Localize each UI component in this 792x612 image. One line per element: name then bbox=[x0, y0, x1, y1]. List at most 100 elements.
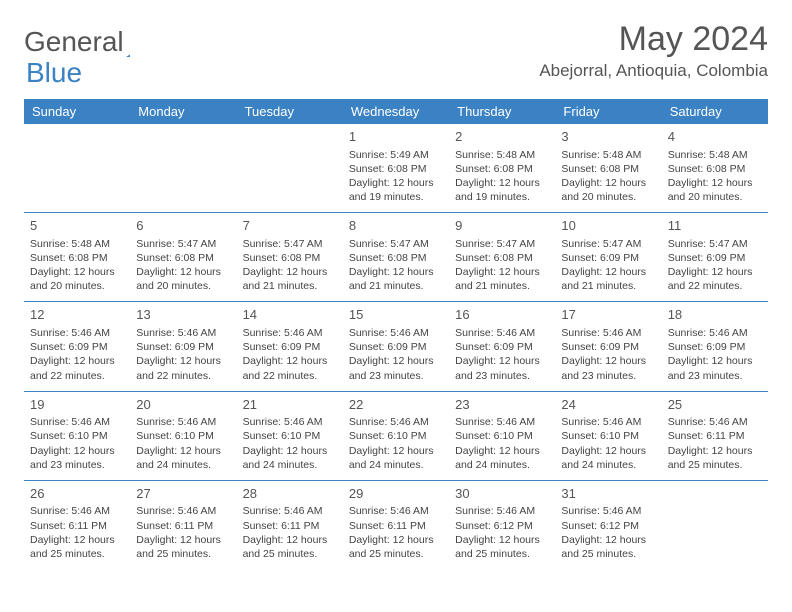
day-info: Sunrise: 5:46 AMSunset: 6:09 PMDaylight:… bbox=[243, 326, 337, 383]
day-info: Sunrise: 5:47 AMSunset: 6:09 PMDaylight:… bbox=[668, 237, 762, 294]
day-cell: 26Sunrise: 5:46 AMSunset: 6:11 PMDayligh… bbox=[24, 481, 130, 569]
day-header-thursday: Thursday bbox=[449, 99, 555, 124]
sunrise-line: Sunrise: 5:46 AM bbox=[136, 504, 230, 518]
day-header-wednesday: Wednesday bbox=[343, 99, 449, 124]
month-title: May 2024 bbox=[539, 20, 768, 59]
sunset-line: Sunset: 6:12 PM bbox=[561, 519, 655, 533]
day-info: Sunrise: 5:46 AMSunset: 6:10 PMDaylight:… bbox=[349, 415, 443, 472]
week-row: 12Sunrise: 5:46 AMSunset: 6:09 PMDayligh… bbox=[24, 301, 768, 390]
day-info: Sunrise: 5:46 AMSunset: 6:11 PMDaylight:… bbox=[136, 504, 230, 561]
calendar: SundayMondayTuesdayWednesdayThursdayFrid… bbox=[24, 99, 768, 569]
day-cell: 12Sunrise: 5:46 AMSunset: 6:09 PMDayligh… bbox=[24, 302, 130, 390]
day-header-tuesday: Tuesday bbox=[237, 99, 343, 124]
daylight-line: Daylight: 12 hours and 23 minutes. bbox=[561, 354, 655, 382]
daylight-line: Daylight: 12 hours and 24 minutes. bbox=[561, 444, 655, 472]
sunset-line: Sunset: 6:10 PM bbox=[561, 429, 655, 443]
daylight-line: Daylight: 12 hours and 23 minutes. bbox=[30, 444, 124, 472]
day-info: Sunrise: 5:48 AMSunset: 6:08 PMDaylight:… bbox=[561, 148, 655, 205]
day-number: 13 bbox=[136, 306, 230, 324]
day-cell: 4 Sunrise: 5:48 AMSunset: 6:08 PMDaylight… bbox=[662, 124, 768, 212]
sunrise-line: Sunrise: 5:46 AM bbox=[349, 415, 443, 429]
day-cell: 14Sunrise: 5:46 AMSunset: 6:09 PMDayligh… bbox=[237, 302, 343, 390]
sunset-line: Sunset: 6:10 PM bbox=[136, 429, 230, 443]
daylight-line: Daylight: 12 hours and 23 minutes. bbox=[455, 354, 549, 382]
day-number: 9 bbox=[455, 217, 549, 235]
daylight-line: Daylight: 12 hours and 20 minutes. bbox=[30, 265, 124, 293]
daylight-line: Daylight: 12 hours and 21 minutes. bbox=[349, 265, 443, 293]
daylight-line: Daylight: 12 hours and 20 minutes. bbox=[136, 265, 230, 293]
sunrise-line: Sunrise: 5:46 AM bbox=[136, 326, 230, 340]
day-info: Sunrise: 5:46 AMSunset: 6:09 PMDaylight:… bbox=[136, 326, 230, 383]
sunrise-line: Sunrise: 5:46 AM bbox=[455, 504, 549, 518]
empty-cell bbox=[24, 124, 130, 212]
day-cell: 31Sunrise: 5:46 AMSunset: 6:12 PMDayligh… bbox=[555, 481, 661, 569]
sunrise-line: Sunrise: 5:47 AM bbox=[455, 237, 549, 251]
day-number: 17 bbox=[561, 306, 655, 324]
day-header-saturday: Saturday bbox=[662, 99, 768, 124]
day-number: 12 bbox=[30, 306, 124, 324]
sunset-line: Sunset: 6:09 PM bbox=[668, 251, 762, 265]
daylight-line: Daylight: 12 hours and 25 minutes. bbox=[243, 533, 337, 561]
day-cell: 16 Sunrise: 5:46 AMSunset: 6:09 PMDayligh… bbox=[449, 302, 555, 390]
day-cell: 9Sunrise: 5:47 AMSunset: 6:08 PMDaylight… bbox=[449, 213, 555, 301]
daylight-line: Daylight: 12 hours and 25 minutes. bbox=[349, 533, 443, 561]
daylight-line: Daylight: 12 hours and 22 minutes. bbox=[243, 354, 337, 382]
sunset-line: Sunset: 6:08 PM bbox=[30, 251, 124, 265]
sunset-line: Sunset: 6:09 PM bbox=[136, 340, 230, 354]
sunset-line: Sunset: 6:09 PM bbox=[561, 340, 655, 354]
day-cell: 22Sunrise: 5:46 AMSunset: 6:10 PMDayligh… bbox=[343, 392, 449, 480]
day-info: Sunrise: 5:46 AMSunset: 6:10 PMDaylight:… bbox=[243, 415, 337, 472]
daylight-line: Daylight: 12 hours and 24 minutes. bbox=[455, 444, 549, 472]
daylight-line: Daylight: 12 hours and 22 minutes. bbox=[668, 265, 762, 293]
daylight-line: Daylight: 12 hours and 21 minutes. bbox=[455, 265, 549, 293]
week-row: 5Sunrise: 5:48 AMSunset: 6:08 PMDaylight… bbox=[24, 212, 768, 301]
day-info: Sunrise: 5:47 AMSunset: 6:09 PMDaylight:… bbox=[561, 237, 655, 294]
day-cell: 29Sunrise: 5:46 AMSunset: 6:11 PMDayligh… bbox=[343, 481, 449, 569]
day-number: 11 bbox=[668, 217, 762, 235]
day-number: 24 bbox=[561, 396, 655, 414]
day-cell: 21Sunrise: 5:46 AMSunset: 6:10 PMDayligh… bbox=[237, 392, 343, 480]
sunset-line: Sunset: 6:11 PM bbox=[668, 429, 762, 443]
sunset-line: Sunset: 6:10 PM bbox=[30, 429, 124, 443]
sunrise-line: Sunrise: 5:46 AM bbox=[349, 326, 443, 340]
sunset-line: Sunset: 6:09 PM bbox=[668, 340, 762, 354]
sunset-line: Sunset: 6:09 PM bbox=[349, 340, 443, 354]
sunrise-line: Sunrise: 5:46 AM bbox=[561, 504, 655, 518]
day-info: Sunrise: 5:48 AMSunset: 6:08 PMDaylight:… bbox=[455, 148, 549, 205]
sunrise-line: Sunrise: 5:48 AM bbox=[455, 148, 549, 162]
day-info: Sunrise: 5:47 AMSunset: 6:08 PMDaylight:… bbox=[243, 237, 337, 294]
sunset-line: Sunset: 6:08 PM bbox=[455, 162, 549, 176]
sunrise-line: Sunrise: 5:48 AM bbox=[668, 148, 762, 162]
day-cell: 18Sunrise: 5:46 AMSunset: 6:09 PMDayligh… bbox=[662, 302, 768, 390]
day-header-monday: Monday bbox=[130, 99, 236, 124]
sunrise-line: Sunrise: 5:48 AM bbox=[561, 148, 655, 162]
day-number: 4 bbox=[668, 128, 762, 146]
week-row: 26Sunrise: 5:46 AMSunset: 6:11 PMDayligh… bbox=[24, 480, 768, 569]
day-info: Sunrise: 5:46 AMSunset: 6:12 PMDaylight:… bbox=[561, 504, 655, 561]
day-header-row: SundayMondayTuesdayWednesdayThursdayFrid… bbox=[24, 99, 768, 124]
sunset-line: Sunset: 6:08 PM bbox=[243, 251, 337, 265]
day-number: 28 bbox=[243, 485, 337, 503]
sunrise-line: Sunrise: 5:46 AM bbox=[30, 326, 124, 340]
day-info: Sunrise: 5:48 AMSunset: 6:08 PMDaylight:… bbox=[30, 237, 124, 294]
day-number: 1 bbox=[349, 128, 443, 146]
daylight-line: Daylight: 12 hours and 22 minutes. bbox=[30, 354, 124, 382]
sunset-line: Sunset: 6:11 PM bbox=[30, 519, 124, 533]
sunrise-line: Sunrise: 5:46 AM bbox=[243, 504, 337, 518]
day-info: Sunrise: 5:48 AMSunset: 6:08 PMDaylight:… bbox=[668, 148, 762, 205]
day-info: Sunrise: 5:46 AMSunset: 6:09 PMDaylight:… bbox=[455, 326, 549, 383]
sunset-line: Sunset: 6:10 PM bbox=[243, 429, 337, 443]
day-number: 26 bbox=[30, 485, 124, 503]
sunset-line: Sunset: 6:08 PM bbox=[561, 162, 655, 176]
day-number: 29 bbox=[349, 485, 443, 503]
sunrise-line: Sunrise: 5:46 AM bbox=[30, 504, 124, 518]
daylight-line: Daylight: 12 hours and 22 minutes. bbox=[136, 354, 230, 382]
day-number: 8 bbox=[349, 217, 443, 235]
location: Abejorral, Antioquia, Colombia bbox=[539, 61, 768, 81]
daylight-line: Daylight: 12 hours and 25 minutes. bbox=[561, 533, 655, 561]
day-number: 16 bbox=[455, 306, 549, 324]
day-header-friday: Friday bbox=[555, 99, 661, 124]
title-block: May 2024 Abejorral, Antioquia, Colombia bbox=[539, 20, 768, 81]
day-number: 21 bbox=[243, 396, 337, 414]
day-info: Sunrise: 5:46 AMSunset: 6:11 PMDaylight:… bbox=[668, 415, 762, 472]
